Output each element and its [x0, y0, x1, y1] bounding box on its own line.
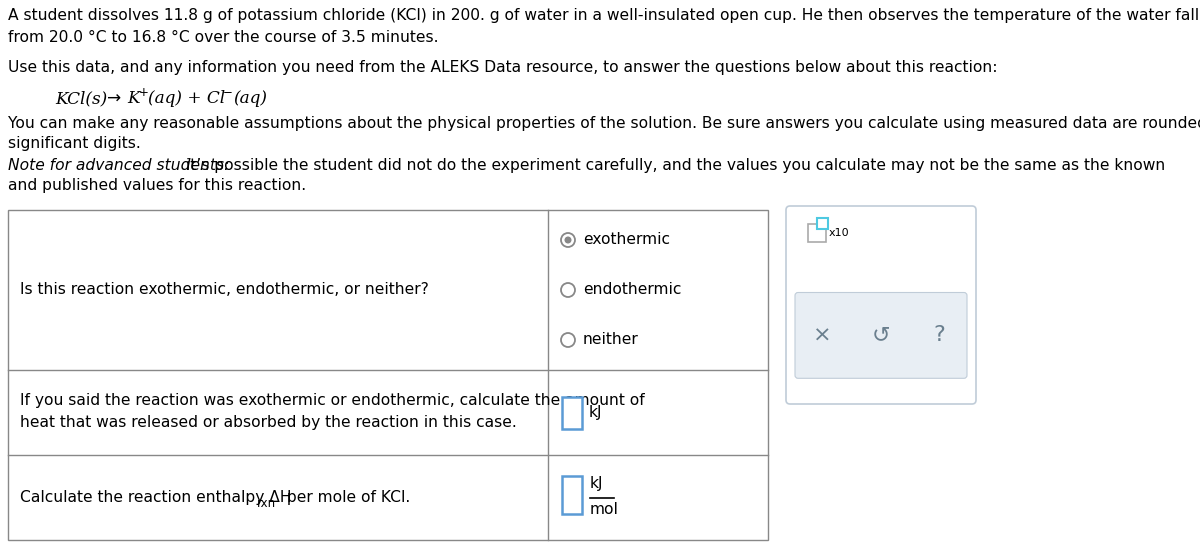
Text: →: →: [107, 90, 121, 108]
Bar: [817, 218, 828, 229]
Text: ↺: ↺: [871, 325, 890, 345]
FancyBboxPatch shape: [796, 293, 967, 378]
Bar: [808, 224, 826, 242]
Text: and published values for this reaction.: and published values for this reaction.: [8, 178, 306, 193]
Text: it’s possible the student did not do the experiment carefully, and the values yo: it’s possible the student did not do the…: [181, 158, 1165, 173]
FancyBboxPatch shape: [786, 206, 976, 404]
Text: K: K: [127, 90, 139, 107]
Text: kJ: kJ: [589, 405, 602, 420]
Text: Is this reaction exothermic, endothermic, or neither?: Is this reaction exothermic, endothermic…: [20, 282, 428, 298]
Text: Calculate the reaction enthalpy ΔH: Calculate the reaction enthalpy ΔH: [20, 490, 292, 505]
Text: neither: neither: [583, 332, 638, 347]
Bar: [8, 210, 768, 540]
Text: kJ: kJ: [590, 476, 604, 491]
Text: KCl(s): KCl(s): [55, 90, 107, 107]
Text: x10: x10: [829, 228, 850, 238]
Text: −: −: [223, 86, 233, 99]
Text: (aq) + Cl: (aq) + Cl: [148, 90, 226, 107]
Text: per mole of KCl.: per mole of KCl.: [282, 490, 410, 505]
Text: Use this data, and any information you need from the ALEKS Data resource, to ans: Use this data, and any information you n…: [8, 60, 997, 75]
Text: endothermic: endothermic: [583, 282, 682, 298]
Text: (aq): (aq): [233, 90, 266, 107]
Text: You can make any reasonable assumptions about the physical properties of the sol: You can make any reasonable assumptions …: [8, 116, 1200, 131]
Circle shape: [564, 236, 571, 243]
Text: If you said the reaction was exothermic or endothermic, calculate the amount of: If you said the reaction was exothermic …: [20, 393, 644, 408]
Text: exothermic: exothermic: [583, 233, 670, 248]
Text: A student dissolves 11.8 g of potassium chloride (KCl) in 200. g of water in a w: A student dissolves 11.8 g of potassium …: [8, 8, 1199, 23]
Text: +: +: [139, 86, 149, 99]
Bar: [562, 475, 582, 513]
Text: heat that was released or absorbed by the reaction in this case.: heat that was released or absorbed by th…: [20, 415, 517, 430]
Text: significant digits.: significant digits.: [8, 136, 140, 151]
Text: from 20.0 °C to 16.8 °C over the course of 3.5 minutes.: from 20.0 °C to 16.8 °C over the course …: [8, 30, 438, 45]
Text: Note for advanced students:: Note for advanced students:: [8, 158, 229, 173]
Bar: [562, 397, 582, 429]
Text: ?: ?: [934, 325, 946, 345]
Text: rxn: rxn: [257, 497, 276, 510]
Text: mol: mol: [590, 502, 619, 517]
Text: ×: ×: [814, 325, 832, 345]
